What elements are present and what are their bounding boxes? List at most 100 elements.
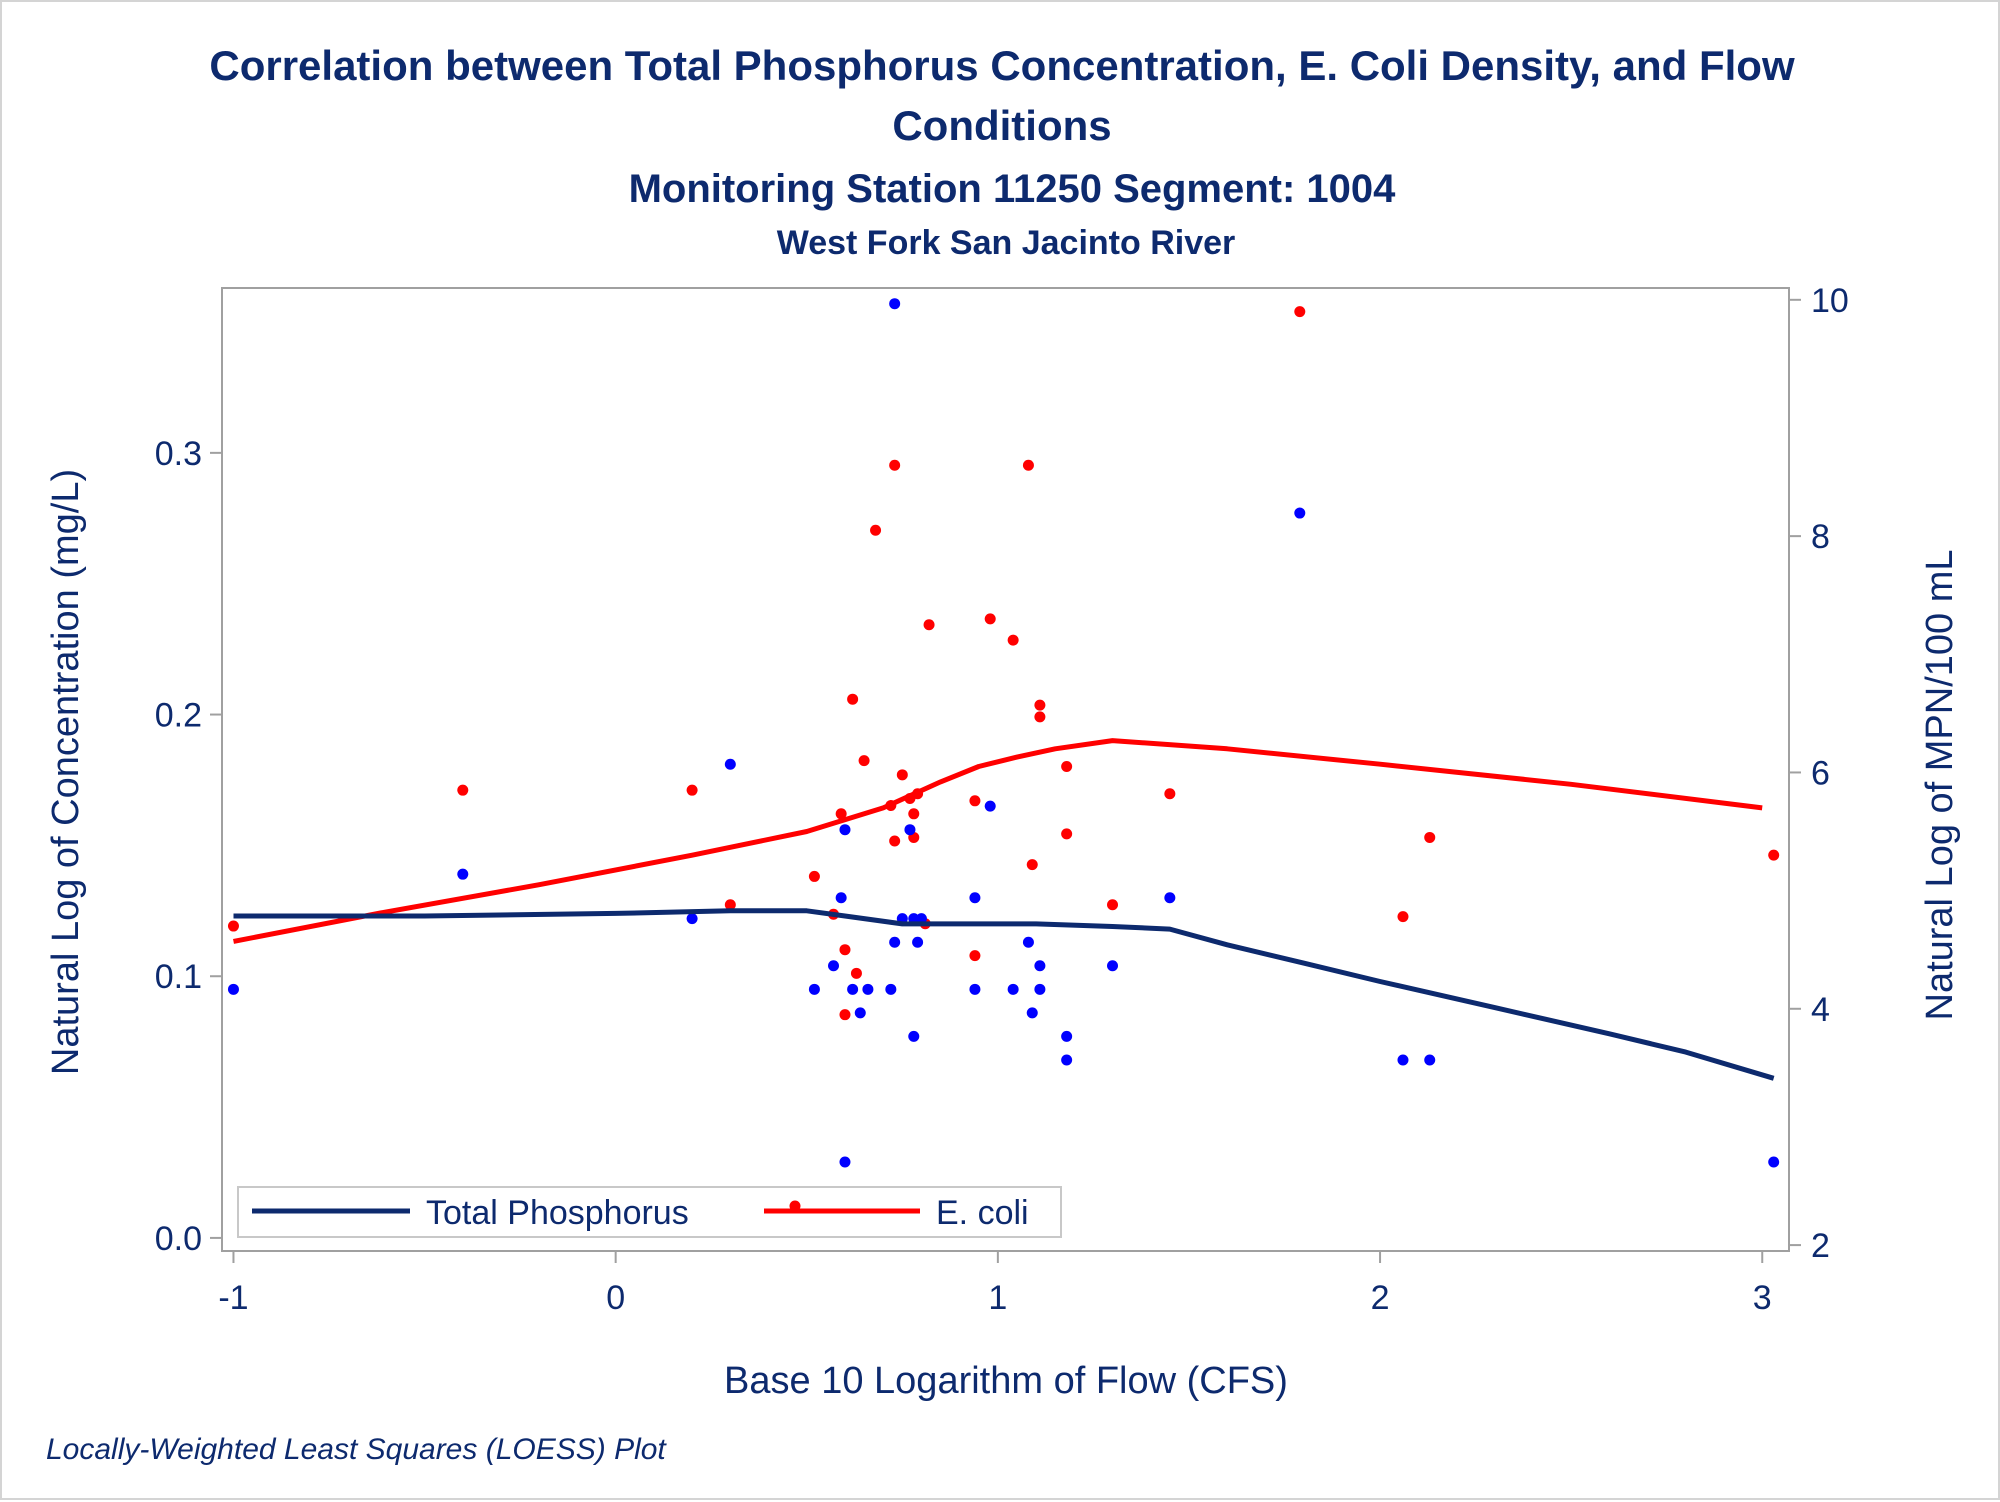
phosphorus-point [885, 983, 897, 995]
phosphorus-point [1768, 1156, 1780, 1168]
phosphorus-loess-line [233, 908, 1775, 1081]
ecoli-point [724, 899, 736, 911]
y-left-tick-label: 0.3 [155, 435, 202, 473]
ecoli-point [1164, 788, 1176, 800]
phosphorus-point [854, 1007, 866, 1019]
phosphorus-point [969, 892, 981, 904]
phosphorus-point [839, 1156, 851, 1168]
phosphorus-point [835, 892, 847, 904]
ecoli-point [457, 784, 469, 796]
y-right-tick-label: 8 [1811, 518, 1830, 556]
phosphorus-point [862, 983, 874, 995]
ecoli-point [1022, 459, 1034, 471]
y-axis-right: 2 4 6 8 10 [1789, 282, 1849, 1265]
ecoli-point [1424, 831, 1436, 843]
y-left-tick-label: 0.0 [155, 1220, 202, 1258]
phosphorus-point [1164, 892, 1176, 904]
ecoli-point [1061, 828, 1073, 840]
phosphorus-point [839, 824, 851, 836]
phosphorus-point [828, 960, 840, 972]
ecoli-point [1007, 634, 1019, 646]
ecoli-point [923, 619, 935, 631]
phosphorus-point [1034, 983, 1046, 995]
ecoli-point [908, 808, 920, 820]
ecoli-point [850, 967, 862, 979]
legend-ecoli-label: E. coli [936, 1194, 1029, 1232]
phosphorus-point [908, 1030, 920, 1042]
ecoli-point [839, 1009, 851, 1021]
phosphorus-point [889, 298, 901, 310]
ecoli-point [984, 613, 996, 625]
ecoli-point [227, 920, 239, 932]
chart-title-line2: Conditions [892, 102, 1111, 149]
x-tick-label: -1 [218, 1279, 248, 1317]
x-tick-label: 1 [988, 1279, 1007, 1317]
phosphorus-point [808, 983, 820, 995]
ecoli-point [889, 459, 901, 471]
series-layer [227, 298, 1780, 1168]
phosphorus-point [984, 800, 996, 812]
x-tick-label: 3 [1753, 1279, 1772, 1317]
ecoli-point [896, 769, 908, 781]
ecoli-point [1026, 859, 1038, 871]
phosphorus-point [227, 983, 239, 995]
phosphorus-point [1022, 936, 1034, 948]
ecoli-point [835, 808, 847, 820]
footnote: Locally-Weighted Least Squares (LOESS) P… [46, 1433, 667, 1466]
phosphorus-point [1034, 960, 1046, 972]
ecoli-point [839, 944, 851, 956]
chart-title: Correlation between Total Phosphorus Con… [209, 42, 1795, 89]
ecoli-point [1397, 911, 1409, 923]
ecoli-point [847, 693, 859, 705]
ecoli-point [1034, 699, 1046, 711]
phosphorus-point [724, 758, 736, 770]
ecoli-point [808, 870, 820, 882]
phosphorus-point [457, 868, 469, 880]
phosphorus-point [1007, 983, 1019, 995]
legend: Total Phosphorus E. coli [237, 1186, 1062, 1238]
y-axis-left-label: Natural Log of Concentration (mg/L) [45, 469, 87, 1075]
plot-area [221, 287, 1790, 1252]
ecoli-point [1768, 849, 1780, 861]
y-left-tick-label: 0.1 [155, 958, 202, 996]
x-axis-label: Base 10 Logarithm of Flow (CFS) [724, 1360, 1288, 1402]
phosphorus-points [227, 298, 1780, 1168]
phosphorus-point [1107, 960, 1119, 972]
phosphorus-point [1026, 1007, 1038, 1019]
phosphorus-point [686, 913, 698, 925]
phosphorus-point [904, 824, 916, 836]
x-tick-label: 0 [606, 1279, 625, 1317]
ecoli-point [969, 950, 981, 962]
x-axis: -1 0 1 2 3 [218, 1251, 1772, 1317]
phosphorus-point [847, 983, 859, 995]
ecoli-point [686, 784, 698, 796]
phosphorus-point [889, 936, 901, 948]
y-right-tick-label: 2 [1811, 1227, 1830, 1265]
x-tick-label: 2 [1371, 1279, 1390, 1317]
legend-phosphorus-label: Total Phosphorus [426, 1194, 689, 1232]
phosphorus-point [969, 983, 981, 995]
ecoli-point [858, 755, 870, 767]
ecoli-point [1034, 711, 1046, 723]
y-axis-left: 0.0 0.1 0.2 0.3 [155, 435, 222, 1258]
ecoli-point [870, 524, 882, 536]
y-right-tick-label: 4 [1811, 991, 1830, 1029]
phosphorus-point [1061, 1030, 1073, 1042]
y-right-tick-label: 10 [1811, 282, 1849, 320]
y-axis-right-label: Natural Log of MPN/100 mL [1919, 549, 1961, 1020]
phosphorus-point [1294, 507, 1306, 519]
ecoli-point [1107, 899, 1119, 911]
ecoli-points [227, 306, 1780, 1021]
ecoli-loess-line [233, 738, 1763, 944]
ecoli-point [1061, 761, 1073, 773]
ecoli-point [889, 835, 901, 847]
y-left-tick-label: 0.2 [155, 697, 202, 735]
phosphorus-point [1397, 1054, 1409, 1066]
legend-ecoli-marker [789, 1200, 801, 1212]
ecoli-point [969, 795, 981, 807]
chart-subtitle: Monitoring Station 11250 Segment: 1004 [629, 167, 1397, 211]
phosphorus-point [1424, 1054, 1436, 1066]
phosphorus-point [1061, 1054, 1073, 1066]
